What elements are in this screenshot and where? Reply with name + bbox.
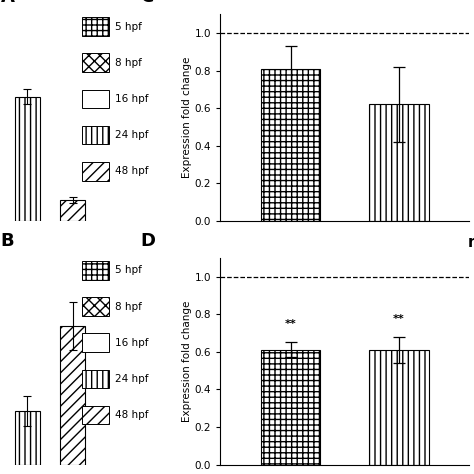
Text: D: D [141,232,155,250]
Bar [261,350,320,465]
Text: A: A [0,0,15,6]
FancyBboxPatch shape [82,297,109,316]
Bar [60,326,85,465]
FancyBboxPatch shape [82,18,109,36]
Text: miR-: miR- [467,235,474,250]
Text: 24 hpf: 24 hpf [115,130,148,140]
Bar [261,69,320,221]
Text: 8 hpf: 8 hpf [115,58,142,68]
Bar [15,411,40,465]
FancyBboxPatch shape [82,370,109,388]
Y-axis label: Expression fold change: Expression fold change [182,57,192,178]
Text: 24 hpf: 24 hpf [115,374,148,384]
Text: 48 hpf: 48 hpf [115,410,148,420]
Bar [15,97,40,221]
FancyBboxPatch shape [82,333,109,352]
Text: 16 hpf: 16 hpf [115,94,148,104]
FancyBboxPatch shape [82,126,109,145]
Text: 5 hpf: 5 hpf [115,265,142,275]
Text: B: B [0,232,14,250]
Text: **: ** [285,319,297,329]
Bar [369,104,428,221]
FancyBboxPatch shape [82,54,109,72]
Text: 48 hpf: 48 hpf [115,166,148,176]
Text: **: ** [393,314,405,324]
Text: 8 hpf: 8 hpf [115,301,142,311]
FancyBboxPatch shape [82,406,109,424]
Y-axis label: Expression fold change: Expression fold change [182,301,192,422]
Text: 5 hpf: 5 hpf [115,22,142,32]
Text: 16 hpf: 16 hpf [115,337,148,347]
Bar [60,200,85,221]
FancyBboxPatch shape [82,162,109,181]
FancyBboxPatch shape [82,261,109,280]
Text: C: C [141,0,154,6]
Bar [369,350,428,465]
FancyBboxPatch shape [82,90,109,108]
